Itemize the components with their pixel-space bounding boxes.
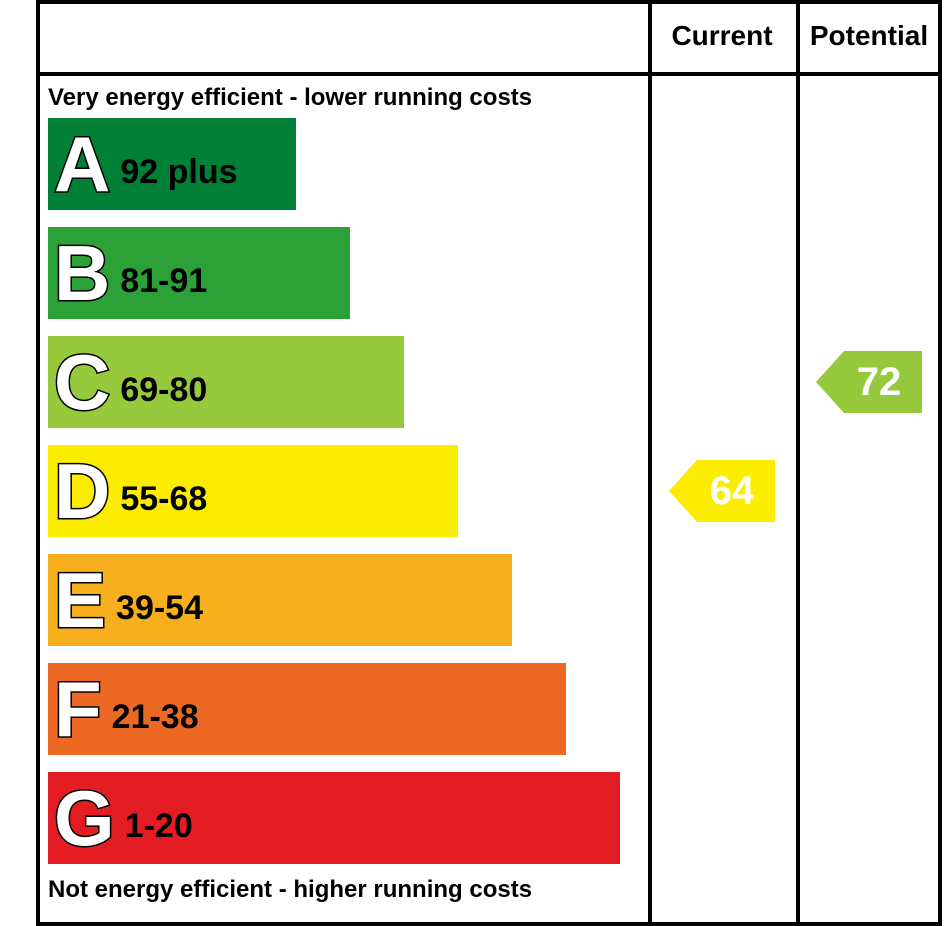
rating-value: 72: [844, 351, 922, 413]
band-letter: G: [54, 779, 115, 857]
band-range: 81-91: [120, 262, 207, 301]
header-current: Current: [648, 0, 796, 72]
header-divider: [36, 72, 942, 76]
rating-value: 64: [697, 460, 775, 522]
band-a: A 92 plus: [48, 118, 296, 210]
band-range: 21-38: [112, 698, 199, 737]
band-range: 1-20: [125, 807, 193, 846]
band-range: 39-54: [116, 589, 203, 628]
column-divider-0: [648, 0, 652, 926]
band-b: B 81-91: [48, 227, 350, 319]
header-potential: Potential: [796, 0, 942, 72]
band-range: 55-68: [120, 480, 207, 519]
band-letter: C: [54, 343, 110, 421]
pointer-arrow-icon: [816, 351, 844, 413]
column-divider-1: [796, 0, 800, 926]
band-g: G 1-20: [48, 772, 620, 864]
band-d: D 55-68: [48, 445, 458, 537]
caption-bottom: Not energy efficient - higher running co…: [48, 876, 532, 904]
band-letter: F: [54, 670, 102, 748]
pointer-arrow-icon: [669, 460, 697, 522]
caption-top: Very energy efficient - lower running co…: [48, 84, 532, 112]
epc-energy-chart: CurrentPotential Very energy efficient - …: [0, 0, 946, 926]
band-f: F 21-38: [48, 663, 566, 755]
band-letter: D: [54, 452, 110, 530]
band-range: 92 plus: [120, 153, 237, 192]
band-c: C 69-80: [48, 336, 404, 428]
rating-pointer-current: 64: [669, 460, 775, 522]
band-range: 69-80: [120, 371, 207, 410]
band-e: E 39-54: [48, 554, 512, 646]
band-letter: E: [54, 561, 106, 639]
band-letter: B: [54, 234, 110, 312]
rating-pointer-potential: 72: [816, 351, 922, 413]
band-letter: A: [54, 125, 110, 203]
